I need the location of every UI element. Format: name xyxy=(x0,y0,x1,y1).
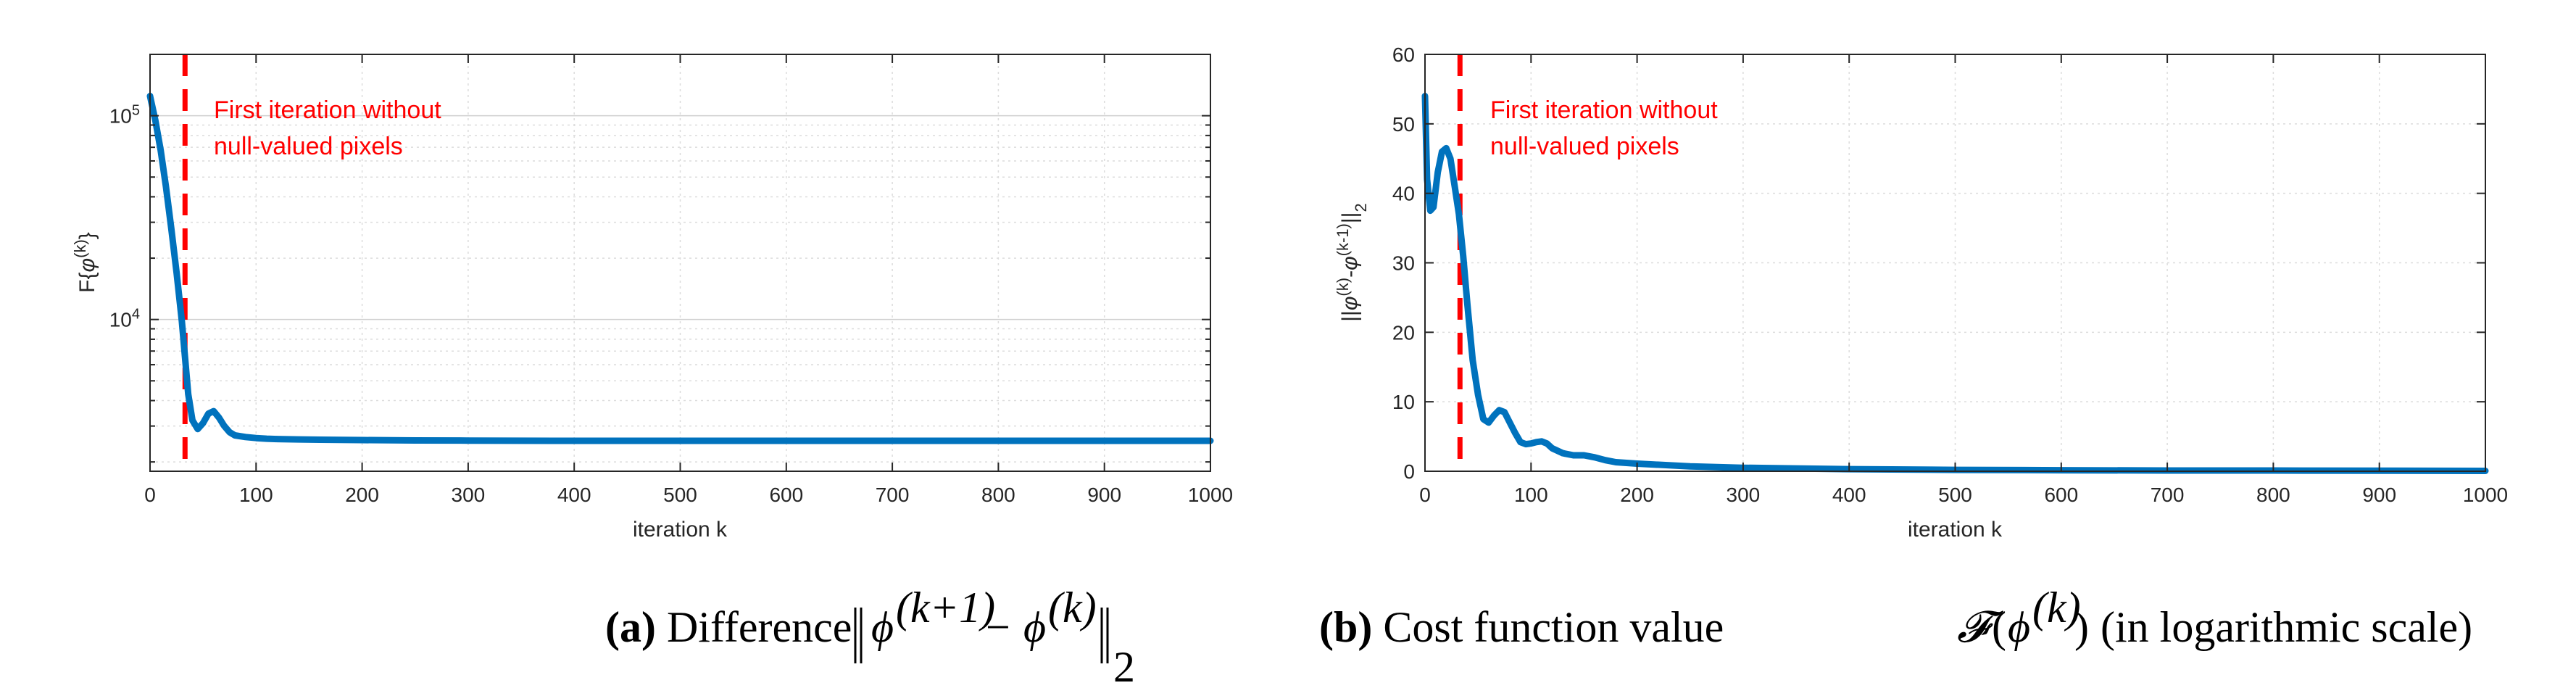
chart-b-x-tick-label: 800 xyxy=(2256,484,2290,506)
chart-b-x-label: iteration k xyxy=(1908,518,2003,542)
chart-b-series-line xyxy=(1421,93,2489,474)
chart-a-series-line xyxy=(146,92,1214,444)
chart-a-series xyxy=(146,92,1214,444)
chart-a-x-tick-label: 200 xyxy=(345,484,379,506)
chart-b-annotation-line1: First iteration without xyxy=(1490,96,1718,124)
chart-b-caption: (b) Cost function value xyxy=(1319,603,1724,651)
chart-a-x-tick-label: 100 xyxy=(239,484,273,506)
chart-b-caption-suffix: (in logarithmic scale) xyxy=(2101,603,2472,651)
chart-a-x-tick-label: 0 xyxy=(144,484,156,506)
chart-b-y-tick-label: 10 xyxy=(1392,391,1415,413)
chart-b-y-tick-label: 40 xyxy=(1392,183,1415,205)
chart-a-caption: (a) Difference xyxy=(605,603,852,651)
chart-a-x-tick-label: 900 xyxy=(1087,484,1121,506)
chart-b-annotation-line2: null-valued pixels xyxy=(1490,133,1679,160)
chart-a-annotation-line1: First iteration without xyxy=(214,96,441,124)
svg-text:(k): (k) xyxy=(2032,584,2081,631)
chart-b-y-tick-label: 50 xyxy=(1392,113,1415,136)
chart-a-x-tick-label: 400 xyxy=(557,484,591,506)
svg-text:−: − xyxy=(986,603,1010,651)
svg-text:(k): (k) xyxy=(1048,584,1097,631)
svg-text:ϕ: ϕ xyxy=(871,603,894,651)
svg-text:(k+1): (k+1) xyxy=(896,584,995,631)
chart-b-x-tick-label: 900 xyxy=(2362,484,2396,506)
chart-b-y-label: ||φ(k)-φ(k-1)||2 xyxy=(1334,203,1370,321)
chart-b-x-tick-label: 1000 xyxy=(2463,484,2508,506)
chart-a-x-tick-label: 300 xyxy=(452,484,486,506)
chart-a-annotation-line2: null-valued pixels xyxy=(214,133,403,160)
chart-a-caption-formula: ϕ (k+1) − ϕ (k) 2 xyxy=(854,584,1135,691)
chart-a-x-tick-label: 800 xyxy=(981,484,1015,506)
chart-a-grid xyxy=(149,54,1211,471)
chart-b-y-tick-label: 20 xyxy=(1392,321,1415,344)
chart-a-x-tick-label: 700 xyxy=(876,484,910,506)
chart-a-x-ticks: 0 100 200 300 400 500 600 700 800 900 1000 xyxy=(144,54,1233,506)
chart-a-x-label: iteration k xyxy=(633,518,728,542)
chart-b-x-tick-label: 100 xyxy=(1514,484,1548,506)
chart-b-x-tick-label: 200 xyxy=(1620,484,1654,506)
chart-a-y-ticks: 104 105 xyxy=(109,54,1210,463)
chart-a-plot-area xyxy=(150,54,1210,471)
chart-a-x-tick-label: 1000 xyxy=(1188,484,1233,506)
chart-b-y-tick-label: 30 xyxy=(1392,252,1415,275)
chart-b-y-ticks: 0 10 20 30 40 50 60 xyxy=(1392,44,2485,483)
chart-b-x-tick-label: 300 xyxy=(1727,484,1761,506)
svg-text:(: ( xyxy=(1992,603,2006,651)
chart-a-x-tick-label: 600 xyxy=(769,484,803,506)
svg-text:ϕ: ϕ xyxy=(2008,603,2030,651)
chart-a-y-label: F{φ(k)} xyxy=(71,232,100,293)
chart-a: 0 100 200 300 400 500 600 700 800 900 1000 104105 … xyxy=(71,54,1233,691)
svg-text:): ) xyxy=(2074,603,2089,651)
chart-a-y-tick-label: 104 xyxy=(109,307,140,331)
chart-b-x-tick-label: 500 xyxy=(1938,484,1972,506)
chart-b-x-tick-label: 700 xyxy=(2151,484,2185,506)
chart-b-caption-formula: 𝓕 ( ϕ (k) ) xyxy=(1957,584,2089,651)
svg-text:2: 2 xyxy=(1113,643,1135,691)
chart-b-series xyxy=(1421,93,2489,474)
chart-b: 0 100 200 300 400 500 600 700 800 900 1000 0 10 20 30… xyxy=(1319,44,2508,651)
chart-a-y-tick-label: 105 xyxy=(109,103,140,128)
chart-b-x-tick-label: 600 xyxy=(2044,484,2078,506)
chart-b-x-ticks: 0 100 200 300 400 500 600 700 800 900 1000 xyxy=(1419,54,2508,506)
chart-b-y-tick-label: 0 xyxy=(1403,460,1415,483)
chart-b-y-tick-label: 60 xyxy=(1392,44,1415,66)
chart-b-plot-area xyxy=(1425,54,2485,471)
svg-text:ϕ: ϕ xyxy=(1023,603,1046,651)
chart-b-x-tick-label: 400 xyxy=(1832,484,1866,506)
chart-b-x-tick-label: 0 xyxy=(1419,484,1431,506)
chart-a-x-tick-label: 500 xyxy=(663,484,697,506)
